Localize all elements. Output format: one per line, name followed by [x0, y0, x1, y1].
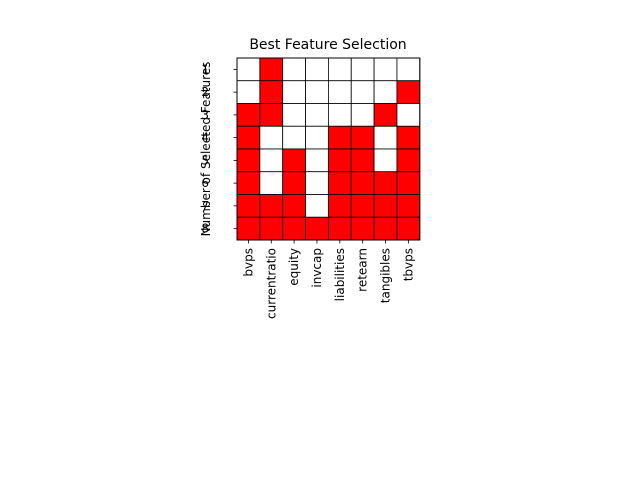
heatmap-cell — [282, 148, 306, 173]
heatmap-cell — [396, 125, 421, 150]
y-tick-label: 3 — [201, 108, 209, 122]
heatmap-cell — [236, 171, 261, 195]
heatmap-cell — [350, 57, 375, 82]
heatmap-cell — [373, 80, 398, 104]
heatmap-cell — [373, 57, 398, 82]
heatmap-cell — [305, 125, 329, 150]
heatmap-cell — [327, 80, 352, 104]
heatmap-cell — [236, 103, 261, 127]
heatmap-cell — [396, 103, 421, 127]
heatmap-cell — [350, 80, 375, 104]
heatmap-cell — [373, 103, 398, 127]
heatmap-cell — [259, 171, 284, 195]
heatmap-cell — [259, 194, 284, 218]
heatmap-cells — [236, 57, 421, 241]
y-tick-label: 8 — [201, 222, 209, 236]
heatmap-cell — [259, 103, 284, 127]
axis-ticks — [233, 68, 409, 244]
heatmap-cell — [236, 125, 261, 150]
heatmap-cell — [236, 57, 261, 82]
heatmap-cell — [350, 125, 375, 150]
x-tick-labels: bvps currentratio equity invcap liabilities r… — [241, 248, 415, 319]
heatmap-cell — [259, 148, 284, 173]
heatmap-cell — [305, 148, 329, 173]
y-tick-label: 2 — [201, 85, 209, 99]
heatmap-cell — [327, 103, 352, 127]
heatmap-cell — [350, 171, 375, 195]
heatmap-cell — [305, 57, 329, 82]
y-tick-label: 5 — [201, 153, 209, 167]
x-tick-label: currentratio — [264, 248, 278, 319]
y-tick-labels: 1 2 3 4 5 6 7 8 — [201, 62, 209, 235]
heatmap-cell — [259, 57, 284, 82]
heatmap-cell — [350, 216, 375, 241]
heatmap-cell — [327, 125, 352, 150]
x-tick-label: invcap — [310, 248, 324, 288]
heatmap-cell — [305, 171, 329, 195]
heatmap-cell — [259, 125, 284, 150]
x-tick-label: equity — [287, 248, 301, 286]
heatmap-cell — [282, 125, 306, 150]
heatmap-cell — [396, 80, 421, 104]
heatmap-cell — [350, 103, 375, 127]
y-tick-label: 1 — [201, 62, 209, 76]
heatmap-cell — [396, 148, 421, 173]
heatmap-cell — [327, 57, 352, 82]
heatmap-cell — [282, 216, 306, 241]
x-tick-label: retearn — [356, 248, 370, 292]
plot-frame — [236, 57, 421, 241]
heatmap-cell — [327, 171, 352, 195]
x-tick-label: liabilities — [333, 248, 347, 301]
heatmap-cell — [236, 148, 261, 173]
heatmap-cell — [327, 216, 352, 241]
heatmap-cell — [327, 194, 352, 218]
heatmap-cell — [396, 194, 421, 218]
y-tick-label: 7 — [201, 199, 209, 213]
heatmap-cell — [373, 194, 398, 218]
heatmap-cell — [259, 80, 284, 104]
heatmap-cell — [305, 194, 329, 218]
heatmap-cell — [282, 171, 306, 195]
heatmap-cell — [259, 216, 284, 241]
heatmap-cell — [305, 103, 329, 127]
x-tick-label: tbvps — [401, 248, 415, 281]
x-tick-label: tangibles — [379, 248, 393, 303]
heatmap-cell — [396, 57, 421, 82]
heatmap-cell — [236, 216, 261, 241]
heatmap-cell — [373, 171, 398, 195]
chart-title: Best Feature Selection — [249, 37, 406, 53]
heatmap-cell — [373, 125, 398, 150]
y-tick-label: 4 — [201, 131, 209, 145]
heatmap-cell — [236, 194, 261, 218]
heatmap-cell — [282, 194, 306, 218]
heatmap-cell — [373, 216, 398, 241]
heatmap-cell — [282, 80, 306, 104]
heatmap-cell — [282, 57, 306, 82]
heatmap-cell — [282, 103, 306, 127]
heatmap-cell — [373, 148, 398, 173]
heatmap-cell — [396, 171, 421, 195]
heatmap-cell — [350, 194, 375, 218]
x-tick-label: bvps — [241, 248, 255, 277]
y-axis-label: Number of Selected Features — [199, 62, 213, 237]
heatmap-cell — [236, 80, 261, 104]
heatmap-cell — [305, 216, 329, 241]
heatmap-cell — [305, 80, 329, 104]
heatmap-cell — [327, 148, 352, 173]
heatmap-cell — [396, 216, 421, 241]
heatmap-cell — [350, 148, 375, 173]
y-tick-label: 6 — [201, 176, 209, 190]
